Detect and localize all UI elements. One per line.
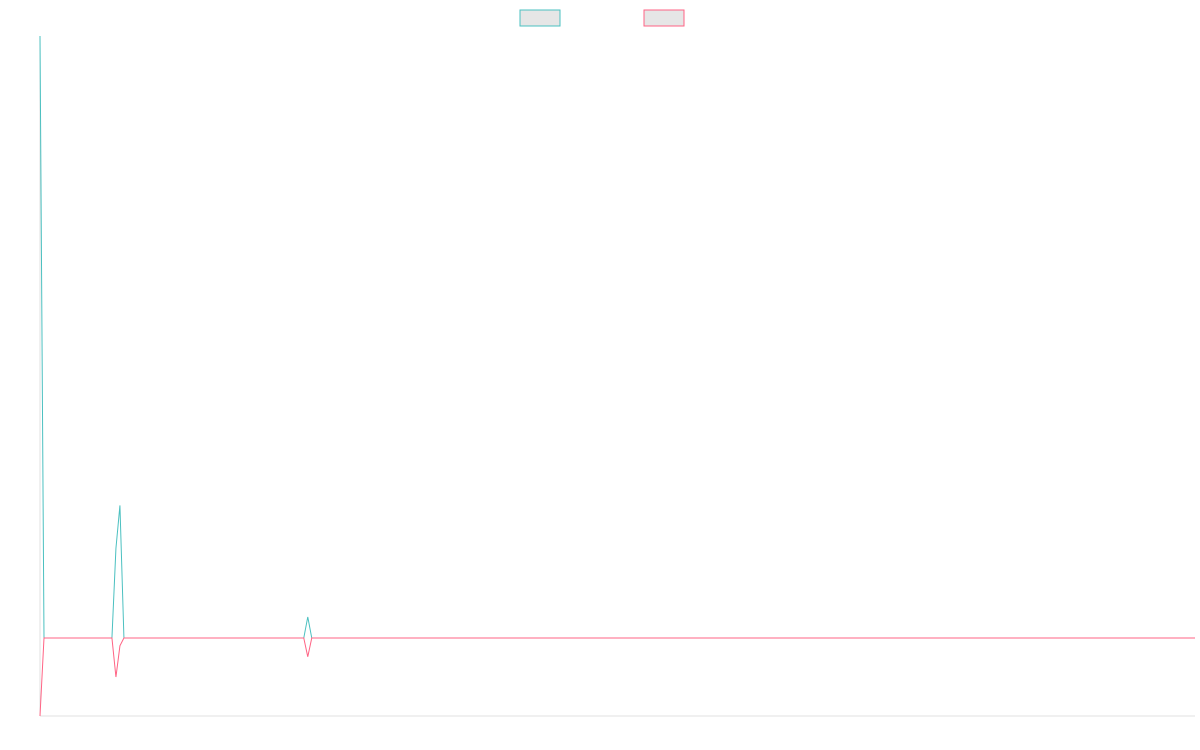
series-line	[39, 637, 1195, 717]
legend-swatch	[643, 9, 685, 27]
series-line	[39, 35, 1195, 639]
legend-swatch	[519, 9, 561, 27]
